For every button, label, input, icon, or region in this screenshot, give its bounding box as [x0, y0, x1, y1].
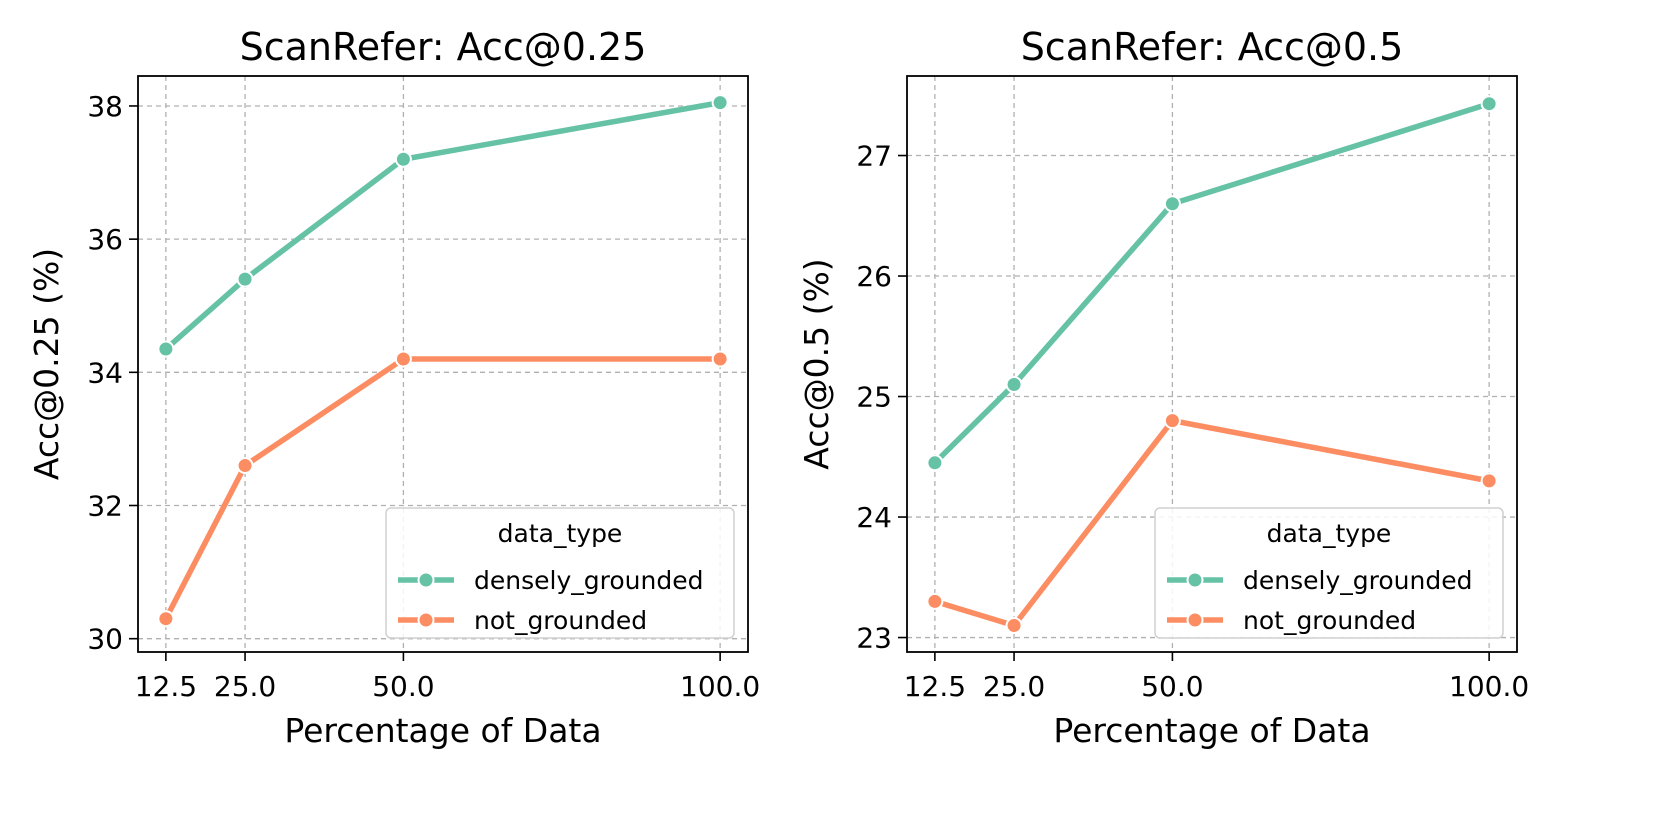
x-tick-label: 100.0	[1449, 670, 1529, 703]
series-line	[932, 417, 1492, 629]
plot-frame	[906, 75, 1518, 653]
y-axis-label: Acc@0.25 (%)	[27, 248, 66, 480]
series-line	[163, 99, 723, 352]
series-line	[163, 356, 723, 622]
y-tick-label: 25	[856, 381, 892, 414]
y-tick-label: 32	[87, 490, 123, 523]
y-axis-label: Acc@0.5 (%)	[797, 258, 836, 469]
legend-label: densely_grounded	[474, 566, 703, 595]
chart-title: ScanRefer: Acc@0.5	[1021, 25, 1404, 69]
data-point	[1480, 95, 1498, 113]
legend: data_type densely_grounded not_grounded	[385, 507, 735, 639]
legend-title: data_type	[1267, 519, 1392, 548]
legend-swatch-marker	[1186, 611, 1204, 629]
data-point	[926, 454, 944, 472]
data-point	[1480, 472, 1498, 490]
data-point	[1163, 195, 1181, 213]
chart-title: ScanRefer: Acc@0.25	[240, 25, 647, 69]
data-point	[1163, 412, 1181, 430]
x-axis-label: Percentage of Data	[1053, 711, 1370, 750]
data-point	[394, 350, 412, 368]
series-line	[932, 100, 1492, 466]
y-tick-label: 38	[87, 90, 123, 123]
x-tick-label: 12.5	[135, 670, 197, 703]
y-tick-label: 23	[856, 622, 892, 655]
legend-title: data_type	[498, 519, 623, 548]
x-tick-label: 12.5	[904, 670, 966, 703]
data-point	[157, 340, 175, 358]
x-tick-label: 50.0	[1141, 670, 1203, 703]
y-tick-label: 36	[87, 223, 123, 256]
data-point	[926, 592, 944, 610]
legend-label: not_grounded	[1243, 606, 1416, 635]
series-not-grounded	[157, 350, 729, 628]
series-densely-grounded	[926, 95, 1498, 472]
x-axis-label: Percentage of Data	[284, 711, 601, 750]
y-axis: 23 24 25 26 27	[856, 140, 907, 655]
y-axis: 30 32 34 36 38	[87, 90, 138, 656]
series-densely-grounded	[157, 94, 729, 358]
legend-label: not_grounded	[474, 606, 647, 635]
x-axis: 12.5 25.0 50.0 100.0	[904, 652, 1529, 703]
data-point	[1005, 375, 1023, 393]
x-tick-label: 50.0	[372, 670, 434, 703]
legend-box	[385, 507, 735, 639]
legend-swatch-marker	[417, 571, 435, 589]
legend-swatch-marker	[417, 611, 435, 629]
y-tick-label: 24	[856, 501, 892, 534]
chart-panel-acc025: 12.5 25.0 50.0 100.0 30 32 34 36 38 ScanRefer: Ac…	[27, 25, 760, 750]
legend-label: densely_grounded	[1243, 566, 1472, 595]
x-tick-label: 25.0	[983, 670, 1045, 703]
x-tick-label: 100.0	[680, 670, 760, 703]
legend-item: densely_grounded	[398, 566, 703, 595]
legend-swatch-marker	[1186, 571, 1204, 589]
data-point	[157, 610, 175, 628]
data-point	[1005, 616, 1023, 634]
legend-box	[1154, 507, 1504, 639]
legend-item: densely_grounded	[1167, 566, 1472, 595]
data-point	[711, 350, 729, 368]
data-point	[394, 150, 412, 168]
x-tick-label: 25.0	[214, 670, 276, 703]
y-tick-label: 27	[856, 140, 892, 173]
chart-panel-acc05: 12.5 25.0 50.0 100.0 23 24 25 26 27 ScanRefer: Ac…	[797, 25, 1529, 750]
x-axis: 12.5 25.0 50.0 100.0	[135, 652, 760, 703]
y-tick-label: 30	[87, 623, 123, 656]
data-point	[711, 94, 729, 112]
data-point	[236, 457, 254, 475]
y-tick-label: 34	[87, 356, 123, 389]
legend: data_type densely_grounded not_grounded	[1154, 507, 1504, 639]
series-not-grounded	[926, 412, 1498, 634]
data-point	[236, 270, 254, 288]
legend-item: not_grounded	[398, 606, 647, 635]
y-tick-label: 26	[856, 260, 892, 293]
legend-item: not_grounded	[1167, 606, 1416, 635]
plot-frame	[137, 75, 749, 653]
